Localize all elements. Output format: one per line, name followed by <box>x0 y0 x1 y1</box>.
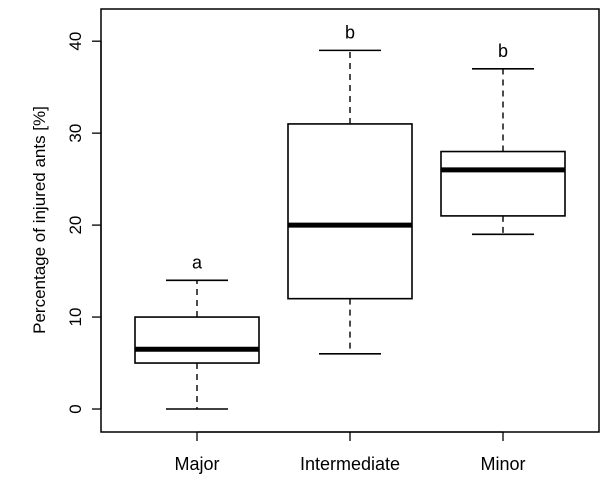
x-axis: Major Intermediate Minor <box>174 431 526 474</box>
y-tick-label: 40 <box>66 32 85 51</box>
significance-label: b <box>498 41 508 61</box>
box-minor: b <box>440 41 566 236</box>
iqr-box <box>440 150 566 217</box>
box-major: a <box>134 252 260 410</box>
box-intermediate: b <box>287 22 413 355</box>
y-tick-label: 30 <box>66 124 85 143</box>
y-axis: 0 10 20 30 40 <box>66 32 102 414</box>
boxes: a b b <box>134 22 566 410</box>
iqr-box <box>287 123 413 300</box>
y-tick-label: 10 <box>66 308 85 327</box>
x-tick-label: Major <box>174 454 219 474</box>
iqr-box <box>134 316 260 364</box>
x-tick-label: Minor <box>480 454 525 474</box>
significance-label: b <box>345 22 355 42</box>
y-axis-title: Percentage of injured ants [%] <box>30 106 49 334</box>
significance-label: a <box>192 252 203 272</box>
y-tick-label: 20 <box>66 216 85 235</box>
y-tick-label: 0 <box>66 404 85 413</box>
x-tick-label: Intermediate <box>300 454 400 474</box>
